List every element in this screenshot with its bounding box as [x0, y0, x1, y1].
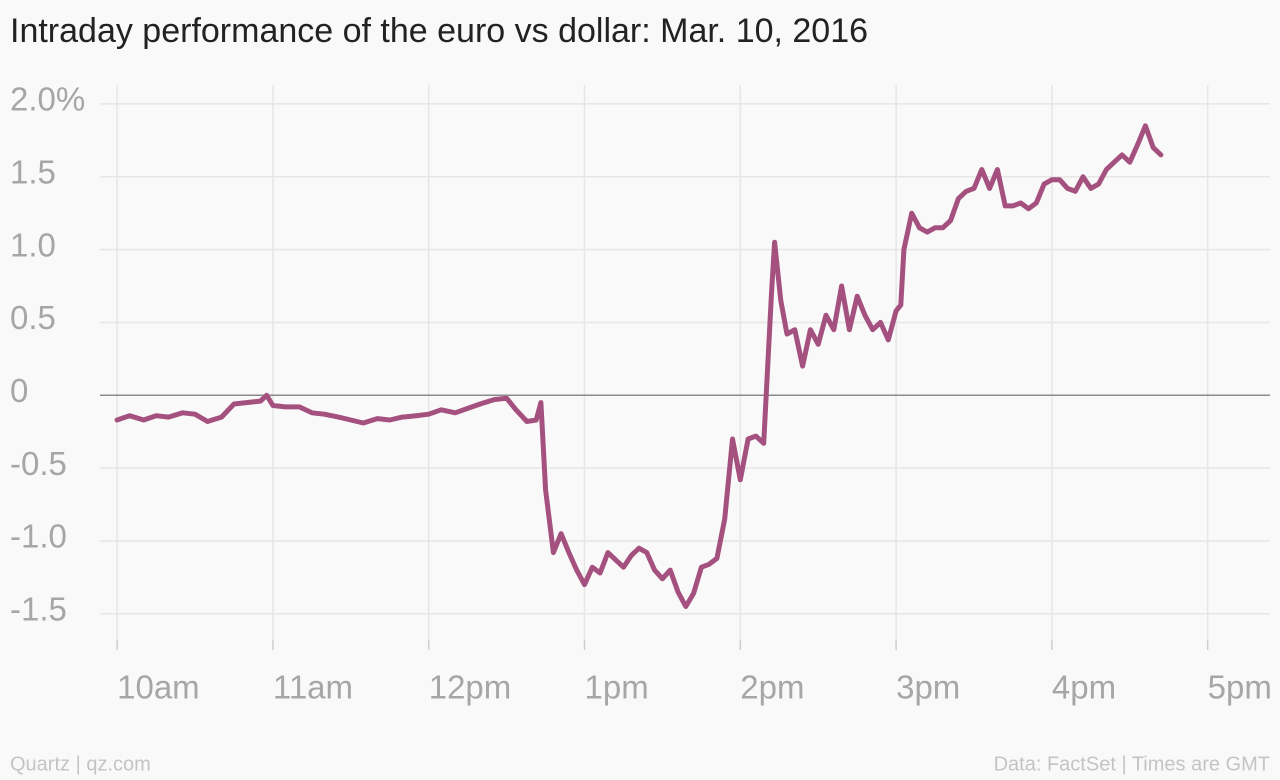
credit: Quartz | qz.com — [10, 753, 151, 775]
y-tick-label: 0 — [10, 372, 28, 409]
x-tick-label: 4pm — [1052, 669, 1116, 706]
x-tick-label: 1pm — [585, 669, 649, 706]
x-tick-label: 3pm — [896, 669, 960, 706]
y-tick-label: 1.5 — [10, 153, 56, 190]
y-tick-label: -1.0 — [10, 518, 67, 555]
x-tick-label: 2pm — [740, 669, 804, 706]
y-tick-label: 1.0 — [10, 226, 56, 263]
chart-title: Intraday performance of the euro vs doll… — [10, 12, 868, 50]
x-tick-label: 10am — [117, 669, 200, 706]
x-tick-label: 11am — [273, 669, 353, 706]
y-tick-label: 2.0% — [10, 81, 85, 118]
y-tick-label: -0.5 — [10, 445, 67, 482]
x-tick-label: 12pm — [429, 669, 512, 706]
y-tick-label: 0.5 — [10, 299, 56, 336]
y-tick-label: -1.5 — [10, 590, 67, 627]
line — [114, 123, 1164, 609]
source: Data: FactSet | Times are GMT — [994, 753, 1270, 775]
x-tick-label: 5pm — [1208, 669, 1272, 706]
